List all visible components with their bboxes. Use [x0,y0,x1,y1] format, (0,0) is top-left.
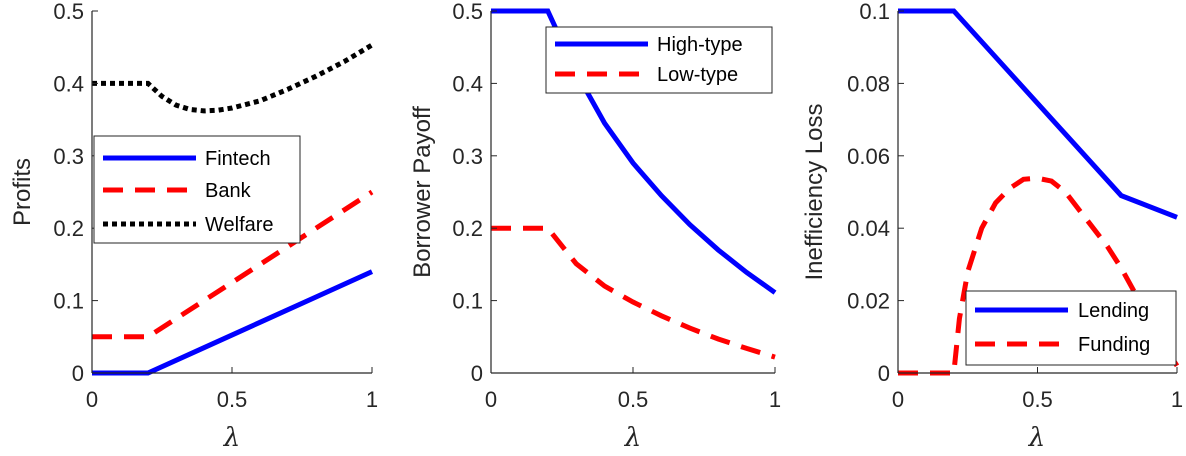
y-tick-label: 0.04 [847,216,890,241]
x-tick-label: 0.5 [217,387,248,412]
series-line-lending [898,8,1178,220]
legend-label-lending: Lending [1078,300,1149,322]
legend-box-inefficiency-loss [965,290,1177,366]
y-tick-label: 0.08 [847,71,890,96]
xlabel-profits: λ [223,423,240,453]
x-tick-label: 1 [769,387,781,412]
series-line-low-type [491,225,776,360]
y-tick-label: 0.3 [452,144,483,169]
y-tick-label: 0.4 [53,71,84,96]
series-line-bank [92,189,374,340]
legend-borrower-payoff: High-type Low-type [545,26,773,94]
y-tick-label: 0.2 [452,216,483,241]
series-line-welfare [92,42,374,114]
legend-label-bank: Bank [205,180,252,202]
legend-label-high-type: High-type [657,34,743,56]
x-tick-label: 0 [485,387,497,412]
y-tick-label: 0.1 [452,289,483,314]
y-tick-label: 0.5 [53,0,84,24]
y-tick-label: 0.5 [452,0,483,24]
x-tick-label: 0 [892,387,904,412]
y-tick-label: 0 [72,361,84,386]
legend-box-profits [93,135,301,244]
y-tick-label: 0 [471,361,483,386]
y-tick-label: 0.2 [53,216,84,241]
ticks-borrower-payoff: 0 0.1 0.2 0.3 0.4 0.5 0 0.5 1 [452,0,781,412]
x-tick-label: 0 [86,387,98,412]
ticks-profits: 0 0.1 0.2 0.3 0.4 0.5 0 0.5 1 [53,0,378,412]
legend-label-fintech: Fintech [205,148,271,170]
x-tick-label: 0.5 [1022,387,1053,412]
legend-box-borrower-payoff [545,26,773,94]
y-tick-label: 0.02 [847,289,890,314]
y-tick-label: 0.06 [847,144,890,169]
xlabel-borrower-payoff: λ [624,423,641,453]
y-tick-label: 0.1 [53,289,84,314]
plot-area-inefficiency-loss [898,8,1180,376]
legend-label-welfare: Welfare [205,214,274,236]
xlabel-inefficiency-loss: λ [1028,423,1045,453]
legend-inefficiency-loss: Lending Funding [965,290,1177,366]
legend-label-low-type: Low-type [657,64,738,86]
y-tick-label: 0.3 [53,144,84,169]
panel-borrower-payoff: 00.10.20.30.40.50 0.5 1 Borrower Payoff λ … [409,0,781,453]
ticks-inefficiency-loss: 0 0.02 0.04 0.06 0.08 0.1 0 0.5 1 [847,0,1183,412]
ylabel-inefficiency-loss: Inefficiency Loss [801,104,828,281]
series-line-funding [898,175,1180,376]
panel-profits: 0 0.1 0.2 0.3 0.4 0.5 0 0.5 1 Profits λ Fintech … [9,0,378,453]
panel-inefficiency-loss: 0 0.02 0.04 0.06 0.08 0.1 0 0.5 1 Inefficiency L… [801,0,1183,453]
y-tick-label: 0.4 [452,71,483,96]
x-tick-label: 1 [1171,387,1183,412]
ylabel-profits: Profits [9,158,36,226]
y-tick-label: 0.1 [859,0,890,24]
series-line-fintech [92,269,374,376]
x-tick-label: 0.5 [618,387,649,412]
series-line-high-type [491,8,777,295]
y-tick-label: 0 [878,361,890,386]
ylabel-borrower-payoff: Borrower Payoff [409,106,436,278]
legend-label-funding: Funding [1078,334,1150,356]
legend-profits: Fintech Bank Welfare [93,135,301,244]
plot-area-borrower-payoff [491,8,777,360]
x-tick-label: 1 [366,387,378,412]
